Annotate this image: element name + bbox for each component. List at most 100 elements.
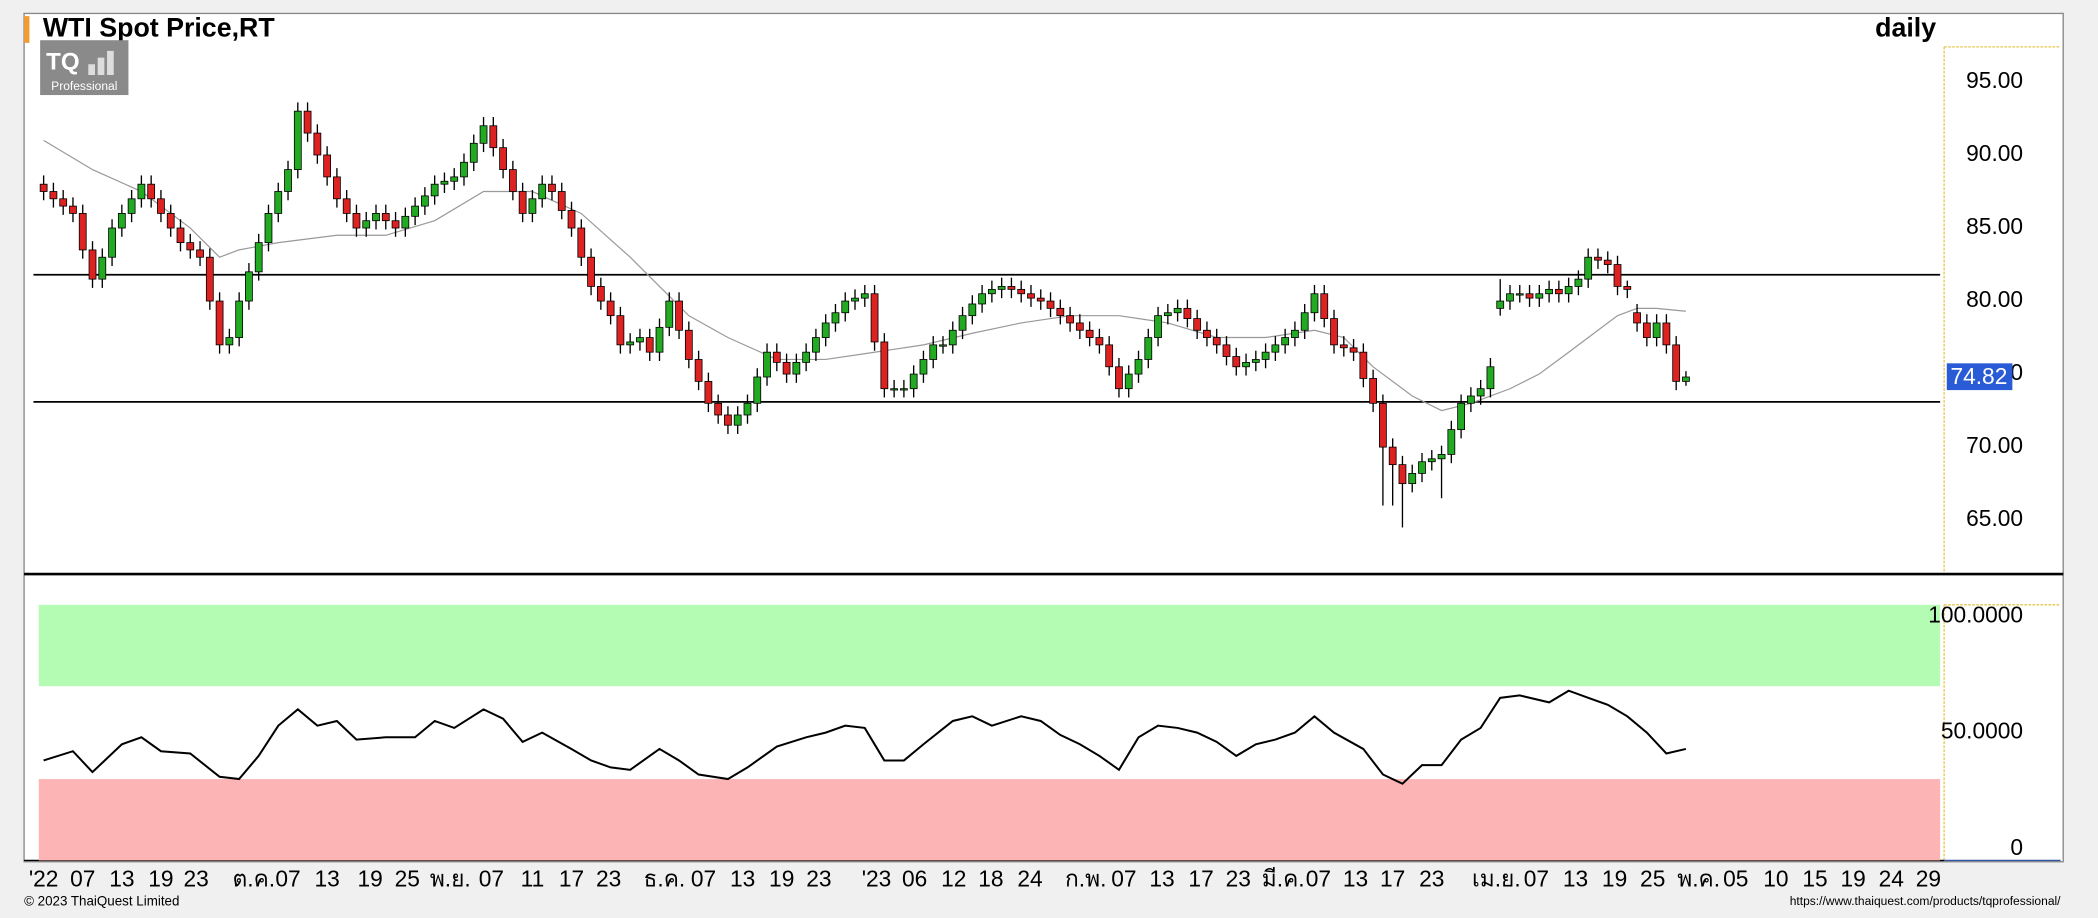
- candle-body: [1662, 322, 1671, 346]
- candle-body: [733, 414, 742, 426]
- x-tick-label: มี.ค.: [1262, 865, 1305, 891]
- candle-body: [978, 293, 986, 305]
- candle-body: [1682, 376, 1690, 382]
- x-tick-label: พ.ค.: [1677, 865, 1720, 891]
- x-tick-label: 07: [479, 865, 504, 891]
- candle-body: [1564, 286, 1573, 295]
- candle-body: [147, 183, 156, 200]
- candle-body: [166, 213, 175, 229]
- candle-body: [880, 341, 889, 390]
- candle-body: [1398, 464, 1407, 485]
- candle-body: [274, 191, 283, 214]
- candle-body: [1525, 293, 1534, 299]
- x-tick-label: 19: [769, 865, 794, 891]
- candle-body: [909, 373, 918, 390]
- candle-body: [1672, 344, 1681, 382]
- footer: [0, 892, 2098, 918]
- candle-body: [1603, 259, 1612, 265]
- candle-body: [1496, 300, 1505, 309]
- candle-body: [724, 414, 732, 426]
- candle-body: [205, 256, 214, 302]
- x-tick-label: 13: [730, 865, 755, 891]
- candle-body: [1476, 388, 1485, 397]
- last-price-label: 74.82: [1950, 363, 2007, 389]
- y-tick-label: 100.0000: [1928, 601, 2023, 627]
- x-tick-label: 17: [1188, 865, 1213, 891]
- candle-body: [792, 361, 801, 375]
- candle-body: [567, 210, 576, 229]
- candle-body: [518, 191, 527, 214]
- candle-body: [958, 315, 967, 331]
- candle-body: [851, 297, 859, 302]
- candle-body: [626, 341, 635, 346]
- y-tick-label: 70.00: [1966, 432, 2023, 458]
- candle-body: [1339, 344, 1348, 349]
- candle-body: [1281, 337, 1290, 346]
- candle-body: [186, 242, 195, 251]
- x-tick-label: '22: [29, 865, 59, 891]
- x-tick-label: 24: [1017, 865, 1042, 891]
- candle-body: [1291, 329, 1299, 338]
- x-tick-label: 23: [806, 865, 831, 891]
- candle-body: [1251, 359, 1260, 363]
- x-tick-label: 11: [521, 865, 545, 891]
- x-tick-label: 23: [183, 865, 208, 891]
- candle-body: [460, 161, 468, 178]
- x-tick-label: 23: [1419, 865, 1444, 891]
- candle-body: [1545, 288, 1553, 295]
- candle-body: [450, 176, 459, 182]
- candle-body: [587, 256, 595, 287]
- candle-body: [772, 351, 781, 363]
- logo-icon: [88, 50, 114, 75]
- x-tick-label: เม.ย.: [1472, 865, 1521, 891]
- copyright: © 2023 ThaiQuest Limited: [24, 893, 179, 908]
- candle-body: [1457, 402, 1465, 430]
- candle-body: [968, 303, 977, 317]
- x-tick-label: ธ.ค.: [644, 865, 686, 891]
- logo-sub: Professional: [51, 79, 117, 93]
- candle-body: [39, 183, 48, 192]
- logo-name: TQ: [46, 48, 79, 75]
- candle-body: [675, 300, 683, 331]
- candle-body: [78, 213, 87, 251]
- candle-body: [1134, 359, 1143, 375]
- x-tick-label: 19: [1840, 865, 1865, 891]
- candle-body: [1144, 337, 1153, 360]
- candle-body: [1163, 312, 1172, 317]
- candle-body: [469, 142, 478, 163]
- y-tick-label: 95.00: [1966, 67, 2023, 93]
- y-tick-label: 65.00: [1966, 505, 2023, 531]
- candle-body: [440, 180, 449, 185]
- candle-body: [1642, 322, 1651, 338]
- x-tick-label: ก.พ.: [1065, 865, 1106, 891]
- candle-body: [303, 110, 312, 134]
- candle-body: [596, 286, 605, 302]
- candle-body: [987, 288, 996, 295]
- candle-body: [88, 249, 97, 280]
- candle-body: [1075, 322, 1084, 331]
- x-tick-label: 23: [1226, 865, 1251, 891]
- candle-body: [997, 286, 1006, 290]
- candle-body: [1330, 318, 1338, 346]
- x-tick-label: 25: [1640, 865, 1665, 891]
- candle-body: [245, 271, 253, 302]
- candle-body: [235, 300, 244, 338]
- candle-body: [284, 169, 292, 192]
- candle-body: [293, 110, 302, 170]
- x-tick-label: 13: [1149, 865, 1174, 891]
- candle-body: [137, 183, 146, 200]
- y-tick-label: 0: [2010, 834, 2023, 860]
- candle-body: [391, 220, 400, 229]
- x-tick-label: 23: [596, 865, 621, 891]
- x-tick-label: 07: [1524, 865, 1549, 891]
- candle-body: [1066, 315, 1074, 324]
- x-tick-label: 17: [559, 865, 584, 891]
- candle-body: [753, 376, 762, 404]
- candle-body: [1535, 293, 1544, 299]
- url: https://www.thaiquest.com/products/tqpro…: [1790, 894, 2061, 908]
- candle-body: [1242, 361, 1250, 368]
- candle-body: [352, 213, 361, 229]
- candle-body: [1633, 312, 1641, 324]
